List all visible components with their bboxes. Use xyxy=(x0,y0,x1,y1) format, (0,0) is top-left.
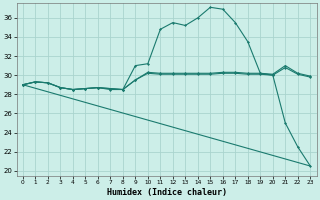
X-axis label: Humidex (Indice chaleur): Humidex (Indice chaleur) xyxy=(107,188,227,197)
